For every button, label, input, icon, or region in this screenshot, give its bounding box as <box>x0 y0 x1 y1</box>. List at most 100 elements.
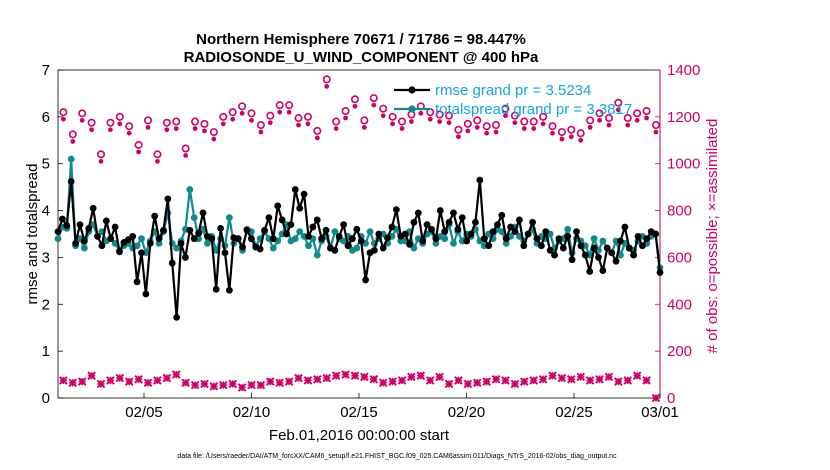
assimilated-obs-dot <box>230 116 236 122</box>
rmse-point <box>138 249 145 257</box>
rmse-point <box>142 290 150 298</box>
rmse-point <box>401 230 409 238</box>
possible-obs-marker <box>181 144 190 153</box>
rmse-point <box>555 235 563 243</box>
rmse-point <box>498 211 506 219</box>
totalspread-point <box>564 225 572 233</box>
assimilated-obs-dot <box>343 115 348 121</box>
obs-count-series <box>59 75 661 403</box>
x-tick-label: 02/25 <box>555 404 593 421</box>
rmse-point <box>436 207 444 214</box>
assimilated-obs-marker <box>350 371 360 381</box>
assimilated-obs-marker <box>604 372 614 382</box>
totalspread-point <box>432 239 440 247</box>
assimilated-obs-marker <box>228 379 237 389</box>
totalspread-point <box>296 228 304 236</box>
totalspread-point <box>331 228 339 236</box>
rmse-point <box>428 225 435 233</box>
assimilated-obs-dot <box>634 117 640 123</box>
rmse-point <box>551 251 558 259</box>
assimilated-obs-marker <box>435 372 444 382</box>
rmse-point <box>537 242 545 250</box>
assimilated-obs-marker <box>209 381 219 391</box>
rmse-point <box>85 224 93 232</box>
rmse-point <box>384 234 391 242</box>
possible-obs-marker <box>238 102 247 111</box>
possible-obs-marker <box>209 128 218 137</box>
rmse-point <box>239 243 246 251</box>
assimilated-obs-marker <box>68 378 78 388</box>
rmse-point <box>164 195 172 203</box>
assimilated-obs-marker <box>341 370 350 379</box>
assimilated-obs-dot <box>540 121 546 127</box>
possible-obs-marker <box>614 98 623 107</box>
possible-obs-marker <box>275 101 284 110</box>
assimilated-obs-marker <box>331 371 341 381</box>
rmse-point <box>590 244 598 252</box>
rmse-point <box>186 226 194 234</box>
assimilated-obs-marker <box>143 378 153 388</box>
assimilated-obs-dot <box>211 136 217 142</box>
possible-obs-marker <box>266 111 275 120</box>
assimilated-obs-marker <box>77 377 87 386</box>
totalspread-point <box>138 235 145 243</box>
rmse-point <box>502 235 510 243</box>
totalspread-point <box>340 237 348 245</box>
totalspread-point <box>225 214 233 222</box>
rmse-point <box>458 214 466 222</box>
assimilated-obs-dot <box>352 103 358 109</box>
assimilated-obs-dot <box>437 119 443 124</box>
assimilated-obs-dot <box>418 110 424 116</box>
assimilated-obs-dot <box>361 124 367 130</box>
rmse-point <box>133 278 141 286</box>
possible-obs-marker <box>576 129 585 138</box>
rmse-point <box>129 232 137 240</box>
assimilated-obs-dot <box>108 127 113 133</box>
assimilated-obs-dot <box>531 126 537 131</box>
x-tick-label: 02/10 <box>233 404 271 421</box>
assimilated-obs-dot <box>503 113 508 119</box>
totalspread-point <box>441 235 449 243</box>
assimilated-obs-dot <box>305 121 311 127</box>
y2-tick-label: 1000 <box>667 156 700 173</box>
assimilated-obs-marker <box>557 373 567 383</box>
legend: rmse grand pr = 3.5234 totalspread grand… <box>394 82 632 118</box>
rmse-point <box>529 218 536 226</box>
rmse-point <box>630 251 638 259</box>
assimilated-obs-marker <box>275 378 285 388</box>
rmse-point <box>54 228 62 236</box>
possible-obs-marker <box>426 108 435 117</box>
assimilated-obs-dot <box>390 121 395 127</box>
y2-axis-label: # of obs: o=possible; ×=assimilated <box>704 119 721 354</box>
assimilated-obs-dot <box>625 122 631 128</box>
assimilated-obs-marker <box>444 379 454 389</box>
rmse-point <box>476 176 484 184</box>
rmse-point <box>599 267 607 274</box>
assimilated-obs-marker <box>501 376 510 385</box>
assimilated-obs-dot <box>70 139 76 144</box>
assimilated-obs-marker <box>284 377 294 386</box>
y-tick-label: 5 <box>42 156 50 173</box>
assimilated-obs-dot <box>474 124 480 130</box>
rmse-point <box>515 216 523 224</box>
x-tick-label: 02/20 <box>448 404 486 421</box>
rmse-point <box>94 232 101 240</box>
assimilated-obs-marker <box>463 379 473 389</box>
assimilated-obs-marker <box>529 376 538 385</box>
totalspread-point <box>54 235 62 243</box>
y-axis-ticks: 0 1 2 3 4 5 6 7 <box>42 62 63 407</box>
possible-obs-marker <box>294 114 303 123</box>
totalspread-point <box>80 244 88 252</box>
possible-obs-marker <box>341 107 350 116</box>
possible-obs-marker <box>134 140 143 149</box>
assimilated-obs-marker <box>397 376 407 385</box>
assimilated-obs-dot <box>371 102 377 108</box>
assimilated-obs-dot <box>446 120 452 126</box>
assimilated-obs-dot <box>653 129 659 135</box>
rmse-point <box>467 230 475 238</box>
rmse-point <box>656 269 664 276</box>
rmse-point <box>568 256 576 264</box>
rmse-point <box>370 247 378 254</box>
assimilated-obs-dot <box>456 134 461 140</box>
assimilated-obs-dot <box>183 153 189 158</box>
